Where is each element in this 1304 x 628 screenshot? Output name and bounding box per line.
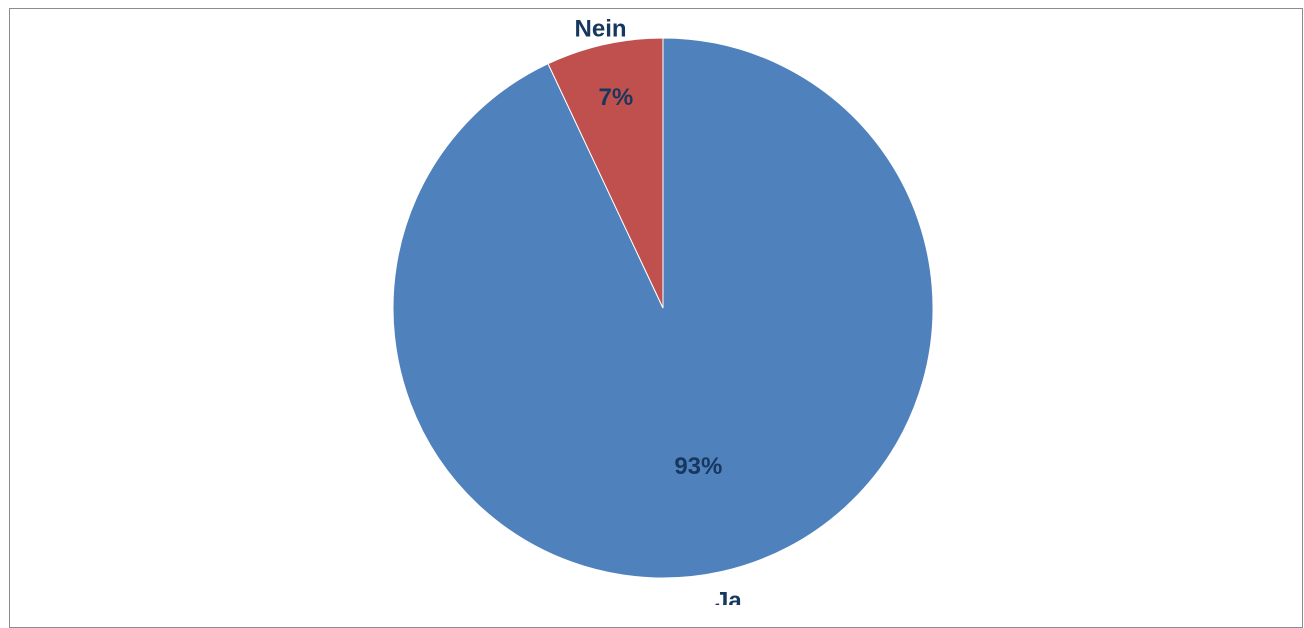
- slice-category-label-nein: Nein: [575, 16, 627, 43]
- pie-slice-nein: [547, 37, 664, 309]
- pie-slices: [392, 37, 934, 579]
- slice-value-label-ja: 93%: [674, 453, 722, 480]
- pie-labels: 93% 7% Ja Nein: [575, 16, 743, 605]
- slice-category-label-ja: Ja: [715, 587, 742, 605]
- slice-value-label-nein: 7%: [599, 84, 634, 111]
- pie-chart: 93% 7% Ja Nein: [392, 16, 934, 605]
